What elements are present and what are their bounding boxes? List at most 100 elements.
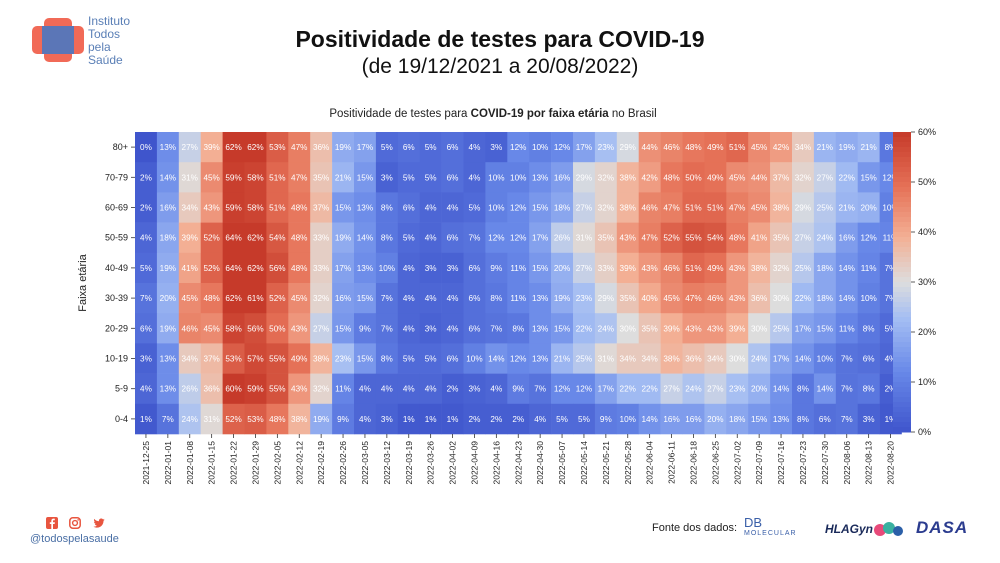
cell-value-label: 55%	[685, 234, 701, 243]
x-tick-label: 2022-01-08	[185, 441, 195, 485]
facebook-icon[interactable]	[46, 516, 58, 529]
heatmap-cell	[835, 162, 858, 193]
heatmap-cell	[266, 162, 289, 193]
colorbar-segment	[893, 302, 911, 308]
colorbar-segment	[893, 267, 911, 273]
heatmap-cell	[857, 252, 880, 284]
chart-title: Positividade de testes para COVID-19 por…	[329, 108, 656, 120]
heatmap-cell	[288, 343, 311, 374]
cell-value-label: 1%	[425, 415, 437, 424]
cell-value-label: 16%	[335, 294, 351, 303]
colorbar-segment	[893, 152, 911, 158]
heatmap-cell	[332, 222, 355, 254]
cell-value-label: 8%	[381, 234, 393, 243]
heatmap-cell	[419, 162, 442, 193]
colorbar-segment	[893, 402, 911, 408]
cell-value-label: 25%	[795, 264, 811, 273]
cell-value-label: 4%	[425, 294, 437, 303]
cell-value-label: 48%	[729, 234, 745, 243]
colorbar-segment	[893, 227, 911, 233]
heatmap-cell	[375, 343, 399, 374]
heatmap-cell	[135, 343, 158, 374]
cell-value-label: 48%	[291, 264, 307, 273]
cell-value-label: 5%	[469, 204, 481, 213]
cell-value-label: 47%	[685, 294, 701, 303]
heatmap-cell	[178, 192, 201, 223]
cell-value-label: 13%	[532, 324, 548, 333]
y-tick-label: 80+	[113, 142, 128, 152]
heatmap-cell	[770, 283, 793, 314]
heatmap-cell	[529, 222, 552, 254]
heatmap-cell	[726, 373, 749, 405]
cell-value-label: 53%	[247, 415, 263, 424]
colorbar-segment	[893, 132, 911, 138]
heatmap-cell	[354, 283, 377, 314]
cell-value-label: 35%	[620, 294, 636, 303]
cell-value-label: 13%	[160, 143, 176, 152]
heatmap-cell	[748, 283, 771, 314]
cell-value-label: 26%	[554, 234, 570, 243]
cell-value-label: 4%	[425, 385, 437, 394]
heatmap-cell	[178, 283, 201, 314]
x-tick-label: 2022-07-09	[754, 441, 764, 485]
heatmap-cell	[222, 283, 245, 314]
heatmap-cell	[594, 162, 618, 193]
cell-value-label: 43%	[203, 204, 219, 213]
cell-value-label: 13%	[773, 415, 789, 424]
social-handle[interactable]: @todospelasaude	[30, 533, 119, 545]
x-tick-label: 2022-02-26	[338, 441, 348, 485]
cell-value-label: 22%	[576, 324, 592, 333]
cell-value-label: 6%	[863, 355, 875, 364]
heatmap-cell	[266, 132, 289, 163]
cell-value-label: 3%	[425, 264, 437, 273]
cell-value-label: 9%	[359, 324, 371, 333]
cell-value-label: 5%	[140, 264, 152, 273]
logo-line: Todos	[88, 27, 121, 41]
heatmap-cell	[594, 403, 618, 435]
heatmap-cell	[748, 252, 771, 284]
cell-value-label: 27%	[707, 385, 723, 394]
colorbar-segment	[893, 362, 911, 368]
cell-value-label: 3%	[425, 324, 437, 333]
cell-value-label: 38%	[663, 355, 679, 364]
heatmap-cell	[770, 222, 793, 254]
heatmap-cell	[770, 192, 793, 223]
cell-value-label: 36%	[751, 294, 767, 303]
cell-value-label: 25%	[773, 324, 789, 333]
colorbar-segment	[893, 357, 911, 363]
heatmap-cell	[375, 373, 399, 405]
heatmap-cell	[332, 313, 355, 344]
heatmap-cell	[704, 222, 727, 254]
cell-value-label: 14%	[773, 385, 789, 394]
y-tick-label: 30-39	[105, 293, 128, 303]
heatmap-cell	[375, 192, 399, 223]
cell-value-label: 4%	[425, 234, 437, 243]
x-tick-label: 2022-01-29	[250, 441, 260, 485]
heatmap-cell	[770, 132, 793, 163]
cell-value-label: 13%	[357, 204, 373, 213]
heatmap-cell	[573, 373, 596, 405]
heatmap-cell	[375, 132, 399, 163]
heatmap-cell	[507, 252, 530, 284]
cell-value-label: 19%	[335, 143, 351, 152]
heatmap-cell	[682, 162, 705, 193]
twitter-icon[interactable]	[93, 517, 105, 529]
heatmap-cell	[616, 373, 639, 405]
heatmap-cell	[485, 313, 508, 344]
cell-value-label: 15%	[357, 355, 373, 364]
heatmap-cell	[178, 162, 201, 193]
cell-value-label: 38%	[291, 415, 307, 424]
heatmap-cell	[835, 252, 858, 284]
heatmap-cell	[748, 132, 771, 163]
instagram-icon[interactable]	[69, 516, 82, 529]
colorbar-segment	[893, 367, 911, 373]
x-tick-label: 2022-02-12	[294, 441, 304, 485]
cell-value-label: 10%	[466, 355, 482, 364]
heatmap-cell	[375, 313, 399, 344]
heatmap-cell	[682, 132, 705, 163]
heatmap-cell	[354, 373, 377, 405]
colorbar-segment	[893, 327, 911, 333]
heatmap-cell	[354, 343, 377, 374]
heatmap-cell	[310, 373, 333, 405]
cell-value-label: 6%	[140, 324, 152, 333]
